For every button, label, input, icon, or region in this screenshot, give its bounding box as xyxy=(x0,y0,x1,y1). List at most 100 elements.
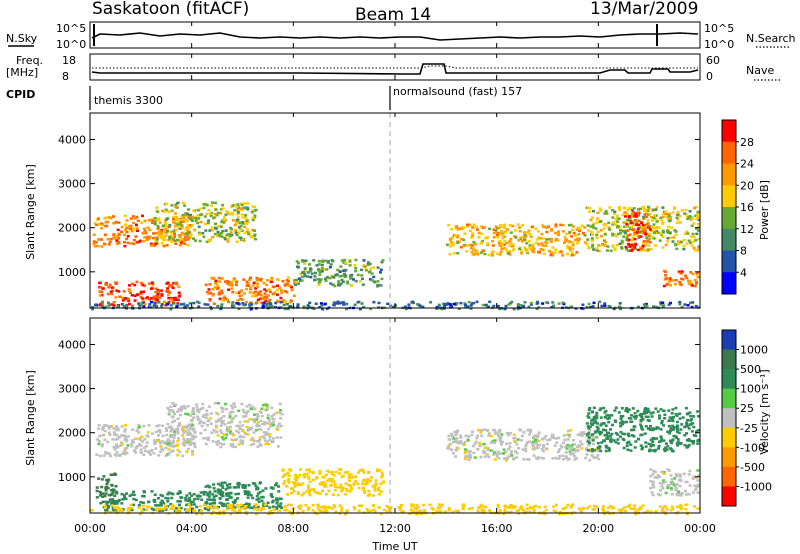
range-gate-cell xyxy=(647,419,651,422)
range-gate-cell xyxy=(166,493,170,496)
range-gate-cell xyxy=(265,403,268,406)
range-gate-cell xyxy=(311,504,315,507)
range-gate-cell xyxy=(595,456,598,459)
range-gate-cell xyxy=(652,231,656,235)
range-gate-cell xyxy=(224,229,228,232)
range-gate-cell xyxy=(178,239,182,243)
range-gate-cell xyxy=(211,440,215,443)
range-gate-cell xyxy=(655,226,659,230)
range-gate-cell xyxy=(527,240,531,243)
range-gate-cell xyxy=(663,449,667,453)
range-gate-cell xyxy=(577,444,581,447)
range-gate-cell xyxy=(488,227,492,231)
range-gate-cell xyxy=(528,232,532,236)
range-gate-cell xyxy=(459,440,462,443)
range-gate-cell xyxy=(606,435,610,438)
range-gate-cell xyxy=(210,431,214,434)
range-gate-cell xyxy=(574,234,577,237)
nave-label: Nave xyxy=(746,64,774,77)
range-gate-cell xyxy=(235,240,239,243)
range-gate-cell xyxy=(557,233,560,236)
range-gate-cell xyxy=(674,279,678,282)
range-gate-cell xyxy=(629,417,633,420)
range-gate-cell xyxy=(675,505,679,509)
range-gate-cell xyxy=(92,240,96,243)
range-gate-cell xyxy=(687,282,691,285)
range-gate-cell xyxy=(212,216,216,220)
range-gate-cell xyxy=(507,447,511,451)
range-gate-cell xyxy=(628,233,632,236)
range-gate-cell xyxy=(304,504,308,507)
range-gate-cell xyxy=(676,420,679,424)
range-gate-cell xyxy=(670,477,674,481)
range-gate-cell xyxy=(228,504,232,508)
range-gate-cell xyxy=(180,407,184,410)
range-gate-cell xyxy=(185,494,189,497)
range-gate-cell xyxy=(358,307,362,311)
range-gate-cell xyxy=(152,304,156,307)
power-colorbar-label: Power [dB] xyxy=(758,180,771,240)
range-gate-cell xyxy=(254,428,258,432)
range-gate-cell xyxy=(524,248,528,251)
range-gate-cell xyxy=(487,305,490,308)
range-gate-cell xyxy=(235,429,239,433)
range-gate-cell xyxy=(372,508,376,511)
range-gate-cell xyxy=(186,413,190,416)
range-gate-cell xyxy=(588,407,592,410)
range-gate-cell xyxy=(691,272,695,276)
range-gate-cell xyxy=(220,410,224,413)
range-gate-cell xyxy=(693,284,697,288)
range-gate-cell xyxy=(227,233,231,236)
range-gate-cell xyxy=(607,420,611,424)
range-gate-cell xyxy=(655,437,659,440)
scatter-region xyxy=(662,269,700,288)
range-gate-cell xyxy=(230,302,234,306)
range-gate-cell xyxy=(183,232,187,236)
range-gate-cell xyxy=(568,445,572,449)
range-gate-cell xyxy=(643,432,647,435)
range-gate-cell xyxy=(115,281,119,285)
range-gate-cell xyxy=(678,283,682,286)
range-gate-cell xyxy=(339,483,343,487)
range-gate-cell xyxy=(157,301,161,304)
range-gate-cell xyxy=(227,421,231,424)
range-gate-cell xyxy=(659,232,663,235)
range-gate-cell xyxy=(245,405,249,408)
range-gate-cell xyxy=(268,288,272,291)
range-gate-cell xyxy=(246,202,250,205)
range-gate-cell xyxy=(219,225,223,229)
range-gate-cell xyxy=(138,425,141,429)
range-gate-cell xyxy=(107,452,111,455)
range-gate-cell xyxy=(165,433,169,437)
range-gate-cell xyxy=(661,215,665,219)
range-gate-cell xyxy=(658,482,662,485)
range-gate-cell xyxy=(161,507,165,510)
range-gate-cell xyxy=(275,505,279,509)
range-gate-cell xyxy=(189,506,192,509)
range-gate-cell xyxy=(599,407,603,410)
range-gate-cell xyxy=(147,424,151,427)
range-gate-cell xyxy=(244,510,248,514)
range-gate-cell xyxy=(655,426,659,429)
range-gate-cell xyxy=(156,293,160,296)
range-gate-cell xyxy=(168,439,172,443)
range-gate-cell xyxy=(473,242,477,246)
range-gate-cell xyxy=(660,421,664,425)
range-gate-cell xyxy=(517,446,521,450)
range-gate-cell xyxy=(411,510,415,513)
range-gate-cell xyxy=(139,448,143,451)
range-gate-cell xyxy=(230,404,234,407)
range-gate-cell xyxy=(153,220,157,224)
range-gate-cell xyxy=(266,416,270,420)
range-gate-cell xyxy=(571,241,575,244)
range-gate-cell xyxy=(563,241,566,244)
range-gate-cell xyxy=(263,503,267,506)
range-gate-cell xyxy=(246,410,250,413)
range-gate-cell xyxy=(245,300,248,304)
range-gate-cell xyxy=(209,422,213,425)
range-gate-cell xyxy=(150,281,154,284)
range-gate-cell xyxy=(696,483,700,487)
range-gate-cell xyxy=(196,214,200,217)
range-gate-cell xyxy=(678,302,682,306)
range-gate-cell xyxy=(636,409,640,413)
